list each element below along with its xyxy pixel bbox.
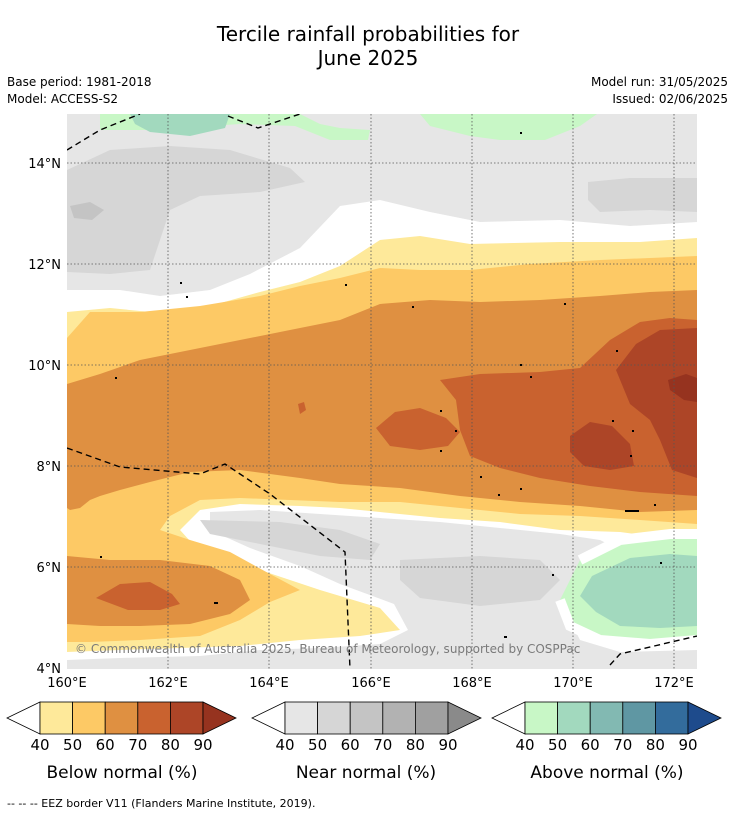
lat-label-8: 8°N (37, 460, 62, 475)
colorbar-under-triangle (6, 701, 41, 735)
colorbar-tick-label: 50 (308, 736, 327, 754)
colorbar-under-triangle (491, 701, 526, 735)
below-normal-70-dot (298, 402, 306, 414)
colorbar-tick-label: 40 (30, 736, 49, 754)
colorbar-segment (72, 701, 106, 735)
lat-label-4: 4°N (37, 662, 62, 677)
below-normal-80-region (616, 328, 697, 478)
lat-label-14: 14°N (28, 157, 61, 172)
colorbar-tick-label: 50 (63, 736, 82, 754)
colorbar-segment (39, 701, 73, 735)
colorbar-segment (317, 701, 351, 735)
colorbar-tick-label: 60 (96, 736, 115, 754)
latitude-labels: 14°N 12°N 10°N 8°N 6°N 4°N (28, 157, 61, 677)
meta-left: Base period: 1981-2018 Model: ACCESS-S2 (7, 74, 152, 108)
near-normal-patch-north-west (67, 146, 305, 274)
below-normal-80-patch (570, 422, 634, 470)
probability-map: © Commonwealth of Australia 2025, Bureau… (67, 114, 697, 669)
below-normal-70-patch-south (96, 582, 180, 610)
colorbar-over-triangle (447, 701, 482, 735)
colorbar-near-title: Near normal (%) (296, 763, 436, 783)
map-title: Tercile rainfall probabilities for June … (0, 22, 736, 70)
colorbar-tick-label: 60 (581, 736, 600, 754)
colorbar-tick-label: 80 (646, 736, 665, 754)
colorbar-tick-label: 40 (515, 736, 534, 754)
graticule (67, 114, 697, 669)
colorbar-segment (524, 701, 558, 735)
below-normal-70-patch-center (376, 408, 460, 450)
colorbar-segment (382, 701, 416, 735)
above-normal-region-north-2 (420, 114, 597, 140)
title-line-2: June 2025 (317, 46, 419, 70)
colorbar-segment (104, 701, 139, 735)
lon-label-164: 164°E (249, 676, 289, 691)
colorbar-near-normal: 40 50 60 70 80 90 (251, 701, 482, 754)
near-normal-patch-south-2 (400, 556, 560, 606)
colorbar-tick-label: 90 (438, 736, 457, 754)
lat-label-6: 6°N (37, 561, 62, 576)
near-normal-region-south (67, 510, 697, 669)
lat-label-10: 10°N (28, 359, 61, 374)
neutral-band-north (67, 200, 697, 312)
colorbar-segment (349, 701, 384, 735)
copyright-text: © Commonwealth of Australia 2025, Bureau… (75, 642, 580, 656)
colorbar-below-title: Below normal (%) (47, 763, 198, 783)
longitude-labels: 160°E 162°E 164°E 166°E 168°E 170°E 172°… (47, 676, 694, 691)
colorbar-tick-label: 60 (341, 736, 360, 754)
base-period-text: Base period: 1981-2018 (7, 75, 152, 89)
eez-footnote: -- -- -- EEZ border V11 (Flanders Marine… (7, 797, 316, 810)
colorbar-tick-label: 70 (613, 736, 632, 754)
colorbar-tick-label: 70 (128, 736, 147, 754)
colorbar-tick-label: 50 (548, 736, 567, 754)
colorbar-tick-label: 40 (275, 736, 294, 754)
near-normal-patch-north-small (70, 202, 104, 220)
near-normal-patch-south (200, 520, 380, 560)
colorbar-over-triangle (687, 701, 722, 735)
lon-label-166: 166°E (351, 676, 391, 691)
title-line-1: Tercile rainfall probabilities for (216, 22, 520, 46)
meta-right: Model run: 31/05/2025 Issued: 02/06/2025 (591, 74, 728, 108)
colorbar-above-title: Above normal (%) (530, 763, 683, 783)
issued-text: Issued: 02/06/2025 (612, 92, 728, 106)
above-normal-50-region-south (580, 554, 697, 628)
colorbar-segment (622, 701, 656, 735)
colorbar-tick-label: 80 (406, 736, 425, 754)
eez-border (67, 114, 697, 669)
colorbar-over-triangle (202, 701, 237, 735)
lon-label-168: 168°E (452, 676, 492, 691)
lon-label-160: 160°E (47, 676, 87, 691)
colorbar-tick-label: 90 (193, 736, 212, 754)
colorbar-segment (589, 701, 624, 735)
near-normal-patch-north-east (588, 178, 697, 212)
lon-label-170: 170°E (553, 676, 593, 691)
colorbar-segment (284, 701, 318, 735)
colorbar-under-triangle (251, 701, 286, 735)
colorbar-above-normal: 40 50 60 70 80 90 (491, 701, 722, 754)
model-run-text: Model run: 31/05/2025 (590, 75, 728, 89)
lat-label-12: 12°N (28, 258, 61, 273)
colorbar-segment (414, 701, 449, 735)
below-normal-90-patch (668, 374, 697, 402)
colorbar-tick-label: 70 (373, 736, 392, 754)
colorbar-segment (169, 701, 204, 735)
lon-label-162: 162°E (148, 676, 188, 691)
above-normal-region-north-mid (130, 114, 230, 136)
model-text: Model: ACCESS-S2 (7, 92, 119, 106)
colorbar-segment (557, 701, 591, 735)
colorbar-segment (137, 701, 171, 735)
lon-label-172: 172°E (654, 676, 694, 691)
islands (100, 132, 662, 638)
colorbar-tick-label: 90 (678, 736, 697, 754)
colorbar-segment (655, 701, 689, 735)
colorbar-tick-label: 80 (161, 736, 180, 754)
colorbar-below-normal: 40 50 60 70 80 90 (6, 701, 237, 754)
